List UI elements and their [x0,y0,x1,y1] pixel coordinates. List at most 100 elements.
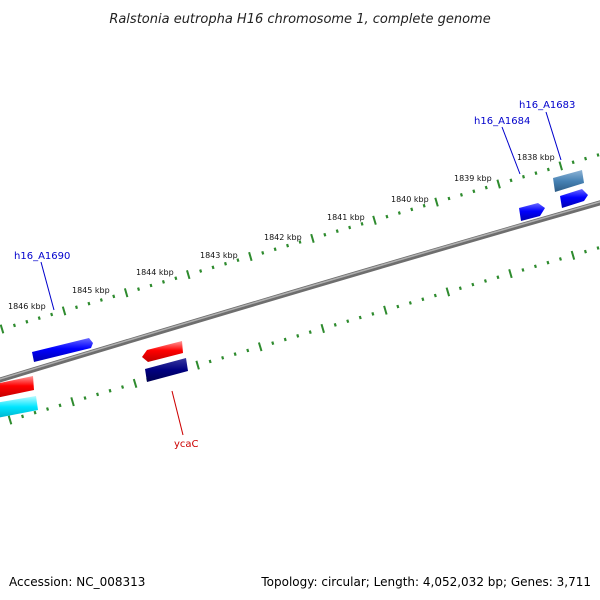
gene-feature-h16-A1683[interactable] [560,189,588,208]
minor-tick [410,207,414,212]
scale-label: 1845 kbp [72,286,110,295]
major-tick [195,360,200,370]
accession-text: Accession: NC_008313 [9,575,145,589]
major-tick [558,161,563,171]
minor-tick [458,286,462,291]
major-tick [310,233,315,243]
major-tick [70,397,75,407]
major-tick [496,179,501,189]
minor-tick [422,203,426,208]
major-tick [123,288,129,298]
scale-label: 1841 kbp [327,213,365,222]
chromosome-backbone [0,200,600,383]
gene-feature-cyan-left[interactable] [0,396,38,418]
minor-tick [509,178,513,183]
minor-tick [246,348,250,353]
gene-feature-navy[interactable] [145,358,188,382]
minor-tick [33,410,37,415]
minor-tick [296,333,300,338]
minor-tick [483,279,487,283]
major-tick [445,287,451,297]
minor-tick [533,264,537,269]
gene-feature-red-left[interactable] [0,376,34,398]
major-tick [132,378,138,388]
minor-tick [283,337,287,342]
genome-summary-text: Topology: circular; Length: 4,052,032 bp… [260,575,591,589]
minor-tick [496,275,500,280]
minor-tick [236,258,240,263]
minor-tick [522,174,525,179]
minor-tick [298,240,302,244]
minor-tick [112,294,116,299]
minor-tick [421,297,425,302]
minor-tick [224,261,227,266]
minor-tick [199,269,203,273]
minor-tick [211,265,215,270]
gene-feature-ycaC[interactable] [142,341,183,362]
scale-labels: 1846 kbp 1845 kbp 1844 kbp 1843 kbp 1842… [8,153,555,311]
scale-label: 1839 kbp [454,174,492,183]
major-tick [434,197,439,207]
minor-tick [346,319,350,324]
gene-feature-h16-A1684[interactable] [519,203,545,221]
minor-tick [323,232,327,237]
leader-line-h16-A1684 [501,126,521,175]
minor-tick [348,225,352,230]
minor-tick [83,396,87,400]
major-tick [570,250,576,260]
minor-tick [333,322,337,327]
minor-tick [484,185,488,190]
minor-tick [75,305,78,310]
leader-line-ycaC [171,390,184,436]
minor-tick [50,312,54,317]
minor-tick [96,392,100,397]
scale-ticks-outer [0,153,600,334]
minor-tick [12,323,16,328]
minor-tick [87,301,91,306]
minor-tick [584,156,588,161]
minor-tick [371,311,375,316]
chromosome-backbone-highlight [0,201,600,380]
scale-ticks-inner [7,246,600,425]
minor-tick [546,167,550,172]
major-tick [320,323,325,334]
scale-label: 1838 kbp [517,153,555,162]
minor-tick [25,319,29,324]
major-tick [508,269,513,279]
minor-tick [358,315,362,320]
minor-tick [308,330,312,335]
minor-tick [471,282,475,287]
minor-tick [335,229,339,234]
major-tick [248,251,253,262]
major-tick [257,342,263,352]
minor-tick [459,192,463,197]
scale-label: 1843 kbp [200,251,238,260]
major-tick [61,306,67,316]
gene-feature-steel[interactable] [553,170,584,192]
scale-label: 1842 kbp [264,233,302,242]
minor-tick [397,211,401,215]
gene-feature-h16-A1690[interactable] [32,338,93,362]
minor-tick [273,247,277,252]
minor-tick [286,243,290,248]
minor-tick [447,196,451,201]
minor-tick [233,352,237,357]
minor-tick [433,293,437,298]
minor-tick [571,160,575,165]
gene-label-h16-A1684[interactable]: h16_A1684 [474,116,530,127]
leader-line-h16-A1690 [40,261,55,311]
minor-tick [161,279,165,284]
minor-tick [271,341,275,346]
gene-label-h16-A1690[interactable]: h16_A1690 [14,251,70,262]
gene-label-ycaC[interactable]: ycaC [174,439,199,450]
minor-tick [534,171,538,176]
minor-tick [261,250,265,255]
minor-tick [408,301,412,305]
gene-label-h16-A1683[interactable]: h16_A1683 [519,100,575,111]
minor-tick [21,414,25,419]
minor-tick [583,249,587,254]
leader-line-h16-A1683 [545,111,562,161]
major-tick [7,415,13,425]
minor-tick [58,403,62,408]
